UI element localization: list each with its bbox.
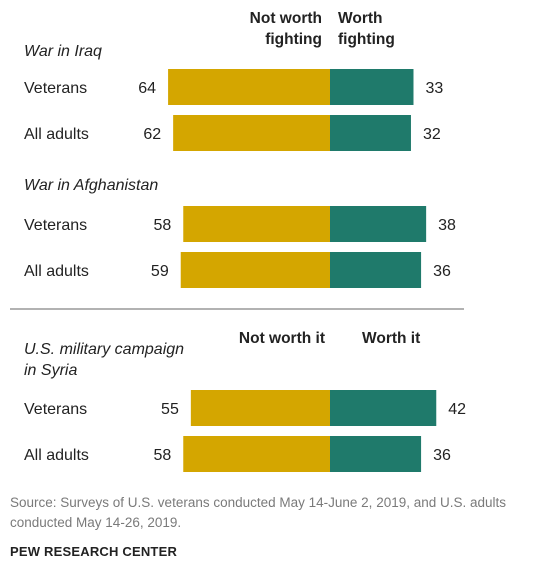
panel-title: in Syria bbox=[24, 362, 77, 379]
header-negative: Not worth it bbox=[239, 330, 325, 347]
bar-positive bbox=[330, 252, 422, 288]
value-negative: 62 bbox=[143, 126, 161, 143]
header-positive: Worth it bbox=[362, 330, 420, 347]
row-label: All adults bbox=[24, 447, 89, 464]
value-positive: 36 bbox=[433, 447, 451, 464]
bar-positive bbox=[330, 115, 411, 151]
chart-svg: War in Iraq Not worth fighting Worth fightin… bbox=[10, 10, 466, 472]
value-negative: 55 bbox=[161, 401, 179, 418]
row-label: Veterans bbox=[24, 401, 87, 418]
value-positive: 32 bbox=[423, 126, 441, 143]
value-positive: 42 bbox=[448, 401, 466, 418]
panel-title: War in Afghanistan bbox=[24, 177, 158, 194]
panel-title: War in Iraq bbox=[24, 43, 102, 60]
value-positive: 36 bbox=[433, 263, 451, 280]
value-negative: 59 bbox=[151, 263, 169, 280]
bar-negative bbox=[183, 436, 330, 472]
bar-negative bbox=[180, 252, 330, 288]
bar-positive bbox=[330, 69, 414, 105]
row-label: Veterans bbox=[24, 80, 87, 97]
bar-positive bbox=[330, 206, 427, 242]
row-label: Veterans bbox=[24, 217, 87, 234]
header-negative: Not worth bbox=[250, 10, 322, 27]
header-negative: fighting bbox=[265, 31, 322, 48]
value-negative: 64 bbox=[138, 80, 156, 97]
panel-title: U.S. military campaign bbox=[24, 341, 184, 358]
source-note: Source: Surveys of U.S. veterans conduct… bbox=[10, 495, 507, 530]
row-label: All adults bbox=[24, 263, 89, 280]
bar-negative bbox=[190, 390, 330, 426]
value-positive: 38 bbox=[438, 217, 456, 234]
value-negative: 58 bbox=[153, 447, 171, 464]
value-positive: 33 bbox=[425, 80, 443, 97]
bar-positive bbox=[330, 390, 437, 426]
bar-negative bbox=[173, 115, 330, 151]
bar-negative bbox=[183, 206, 330, 242]
header-positive: Worth bbox=[338, 10, 382, 27]
header-positive: fighting bbox=[338, 31, 395, 48]
value-negative: 58 bbox=[153, 217, 171, 234]
row-label: All adults bbox=[24, 126, 89, 143]
credit-label: PEW RESEARCH CENTER bbox=[10, 544, 178, 559]
bar-positive bbox=[330, 436, 422, 472]
bar-negative bbox=[168, 69, 330, 105]
